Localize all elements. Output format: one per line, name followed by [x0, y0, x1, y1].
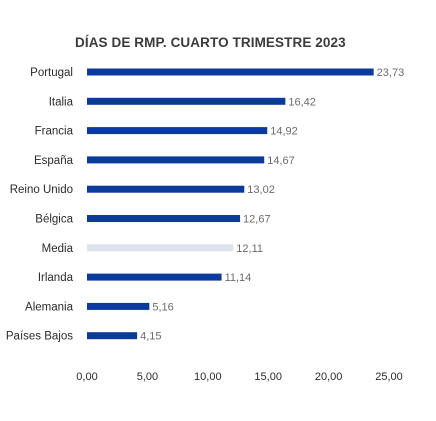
- x-tick-label: 10,00: [194, 371, 222, 383]
- category-label-media: Media: [42, 243, 74, 255]
- category-label-italia: Italia: [49, 96, 74, 108]
- x-tick-label: 5,00: [137, 371, 158, 383]
- x-tick-label: 25,00: [375, 371, 403, 383]
- bar-portugal: [87, 68, 374, 76]
- x-tick-label: 20,00: [315, 371, 343, 383]
- category-label-belgica: Bélgica: [35, 214, 73, 226]
- value-label-belgica: 12,67: [243, 214, 271, 226]
- category-label-alemania: Alemania: [25, 301, 74, 313]
- bar-espana: [87, 156, 265, 164]
- value-label-alemania: 5,16: [152, 301, 173, 313]
- bar-irlanda: [87, 273, 222, 281]
- bar-belgica: [87, 215, 241, 222]
- value-label-portugal: 23,73: [377, 67, 405, 79]
- value-label-media: 12,11: [236, 243, 263, 255]
- x-tick-label: 0,00: [76, 371, 97, 383]
- category-label-francia: Francia: [35, 126, 74, 138]
- chart-title: DÍAS DE RMP. CUARTO TRIMESTRE 2023: [75, 35, 346, 50]
- category-label-espana: España: [34, 155, 74, 167]
- value-label-espana: 14,67: [267, 155, 295, 167]
- bar-media: [87, 244, 234, 252]
- bar-reino-unido: [87, 185, 245, 193]
- bar-alemania: [87, 302, 150, 310]
- category-label-reino-unido: Reino Unido: [10, 184, 73, 196]
- value-label-francia: 14,92: [270, 126, 298, 138]
- category-label-irlanda: Irlanda: [38, 272, 74, 284]
- x-tick-label: 15,00: [254, 371, 282, 383]
- bar-italia: [87, 97, 286, 105]
- value-label-paises-bajos: 4,15: [140, 331, 161, 343]
- bar-francia: [87, 127, 268, 135]
- value-label-irlanda: 11,14: [225, 272, 252, 284]
- value-label-italia: 16,42: [288, 96, 316, 108]
- category-label-paises-bajos: Países Bajos: [6, 331, 73, 343]
- bar-paises-bajos: [87, 332, 138, 340]
- value-label-reino-unido: 13,02: [247, 184, 275, 196]
- category-label-portugal: Portugal: [30, 67, 73, 79]
